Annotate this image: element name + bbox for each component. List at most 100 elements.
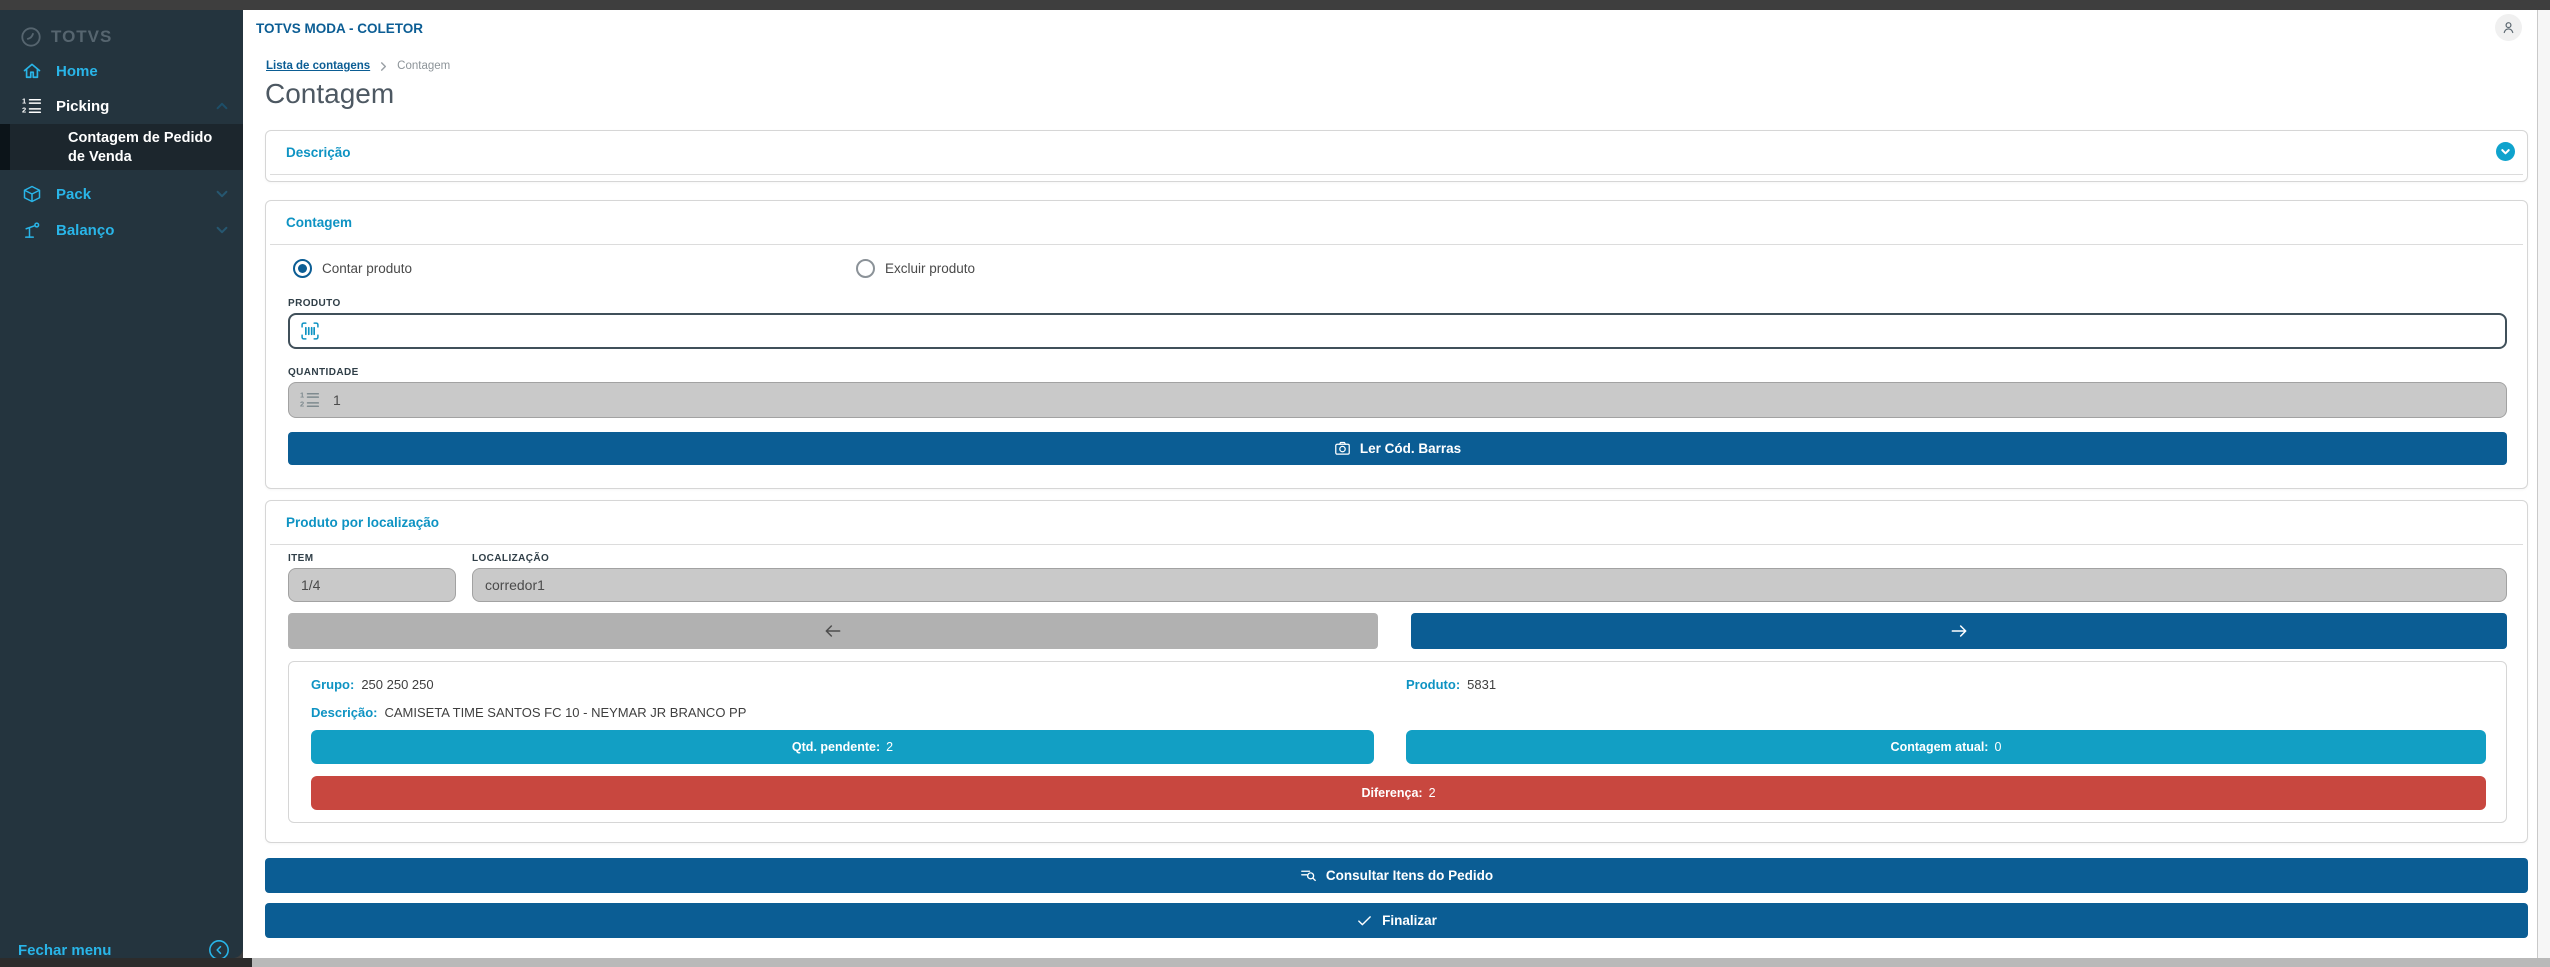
page-content: Lista de contagens Contagem Contagem Des… bbox=[265, 52, 2528, 958]
grupo-value: 250 250 250 bbox=[361, 677, 434, 692]
close-menu-button[interactable]: Fechar menu bbox=[18, 942, 112, 959]
balance-icon bbox=[22, 220, 42, 240]
arrow-left-icon bbox=[825, 625, 841, 637]
consultar-itens-pedido-button[interactable]: Consultar Itens do Pedido bbox=[265, 858, 2528, 893]
ler-cod-barras-button[interactable]: Ler Cód. Barras bbox=[288, 432, 2507, 465]
sidebar-item-label: Pack bbox=[56, 185, 92, 203]
package-icon bbox=[22, 184, 42, 204]
product-info-box: Grupo: 250 250 250 Produto: 5831 Descrição… bbox=[288, 661, 2507, 823]
card-contagem: Contagem Contar produto Excluir produto … bbox=[265, 200, 2528, 489]
svg-text:2: 2 bbox=[300, 400, 304, 409]
sidebar-item-label: Balanço bbox=[56, 221, 115, 239]
divider bbox=[270, 544, 2523, 545]
chevron-right-icon bbox=[379, 61, 388, 71]
quantidade-input bbox=[288, 382, 2507, 418]
grupo-info: Grupo: 250 250 250 bbox=[311, 677, 434, 692]
card-descricao-title: Descrição bbox=[286, 145, 351, 160]
app-title: TOTVS MODA - COLETOR bbox=[256, 21, 424, 36]
radio-label: Excluir produto bbox=[885, 261, 976, 276]
totvs-logo-text: TOTVS bbox=[51, 27, 113, 46]
contagem-atual-label: Contagem atual: bbox=[1890, 740, 1989, 754]
sidebar-item-label: Picking bbox=[56, 97, 110, 115]
sidebar-item-pack[interactable]: Pack bbox=[0, 178, 243, 210]
previous-location-button[interactable] bbox=[288, 613, 1378, 649]
expand-descricao-button[interactable] bbox=[2496, 142, 2515, 161]
divider bbox=[270, 174, 2523, 175]
bottom-frame-strip bbox=[0, 958, 2550, 967]
finalizar-label: Finalizar bbox=[1382, 913, 1437, 928]
divider bbox=[270, 244, 2523, 245]
card-localizacao-title: Produto por localização bbox=[286, 515, 440, 530]
radio-selected-icon bbox=[293, 259, 312, 278]
produto-value: 5831 bbox=[1467, 677, 1497, 692]
top-frame-strip bbox=[0, 0, 2550, 10]
radio-excluir-produto[interactable]: Excluir produto bbox=[856, 259, 975, 278]
item-input bbox=[288, 568, 456, 602]
sidebar-item-balanco[interactable]: Balanço bbox=[0, 214, 243, 246]
home-icon bbox=[22, 61, 42, 81]
sidebar-item-home[interactable]: Home bbox=[0, 55, 243, 87]
chevron-down-icon bbox=[215, 223, 229, 237]
user-icon bbox=[2503, 22, 2514, 34]
chevron-down-icon bbox=[2501, 149, 2510, 155]
sidebar-subitem-contagem-pedido-venda[interactable]: Contagem de Pedido de Venda bbox=[0, 124, 243, 170]
svg-text:2: 2 bbox=[22, 106, 26, 115]
radio-label: Contar produto bbox=[322, 261, 413, 276]
localizacao-input bbox=[472, 568, 2507, 602]
ler-cod-barras-label: Ler Cód. Barras bbox=[1359, 441, 1462, 456]
totvs-logo: TOTVS bbox=[20, 26, 112, 48]
list-search-icon bbox=[1300, 870, 1316, 882]
check-icon bbox=[1358, 916, 1371, 926]
user-menu-button[interactable] bbox=[2495, 14, 2522, 41]
grupo-label: Grupo: bbox=[311, 677, 355, 692]
bottom-frame-strip-left bbox=[0, 958, 252, 967]
diferenca-badge: Diferença: 2 bbox=[311, 776, 2486, 810]
breadcrumb-current: Contagem bbox=[397, 60, 451, 72]
radio-contar-produto[interactable]: Contar produto bbox=[293, 259, 412, 278]
consultar-label: Consultar Itens do Pedido bbox=[1325, 868, 1494, 883]
produto-info: Produto: 5831 bbox=[1406, 677, 1496, 692]
card-descricao: Descrição bbox=[265, 130, 2528, 182]
svg-text:1: 1 bbox=[300, 391, 304, 400]
main-area: TOTVS MODA - COLETOR Lista de contagens … bbox=[243, 10, 2550, 958]
finalizar-button[interactable]: Finalizar bbox=[265, 903, 2528, 938]
descricao-value: CAMISETA TIME SANTOS FC 10 - NEYMAR JR B… bbox=[384, 705, 747, 720]
camera-icon bbox=[1334, 441, 1350, 455]
breadcrumb-link-lista-de-contagens[interactable]: Lista de contagens bbox=[266, 60, 371, 72]
totvs-logo-icon bbox=[21, 27, 41, 47]
qtd-pendente-label: Qtd. pendente: bbox=[791, 740, 881, 754]
sidebar-item-label: Home bbox=[56, 62, 98, 80]
contagem-atual-value: 0 bbox=[1994, 740, 2002, 754]
card-produto-por-localizacao: Produto por localização ITEM LOCALIZAÇÃO… bbox=[265, 500, 2528, 843]
chevron-up-icon bbox=[215, 99, 229, 113]
produto-label: Produto: bbox=[1406, 677, 1461, 692]
svg-text:1: 1 bbox=[22, 97, 26, 106]
barcode-scan-icon bbox=[300, 321, 320, 341]
chevron-down-icon bbox=[215, 187, 229, 201]
produto-input[interactable] bbox=[288, 313, 2507, 349]
diferenca-value: 2 bbox=[1428, 786, 1436, 800]
arrow-right-icon bbox=[1951, 625, 1967, 637]
quantidade-field-label: QUANTIDADE bbox=[288, 367, 359, 378]
active-item-indicator bbox=[0, 124, 10, 170]
vertical-scrollbar[interactable] bbox=[2537, 10, 2550, 958]
qtd-pendente-value: 2 bbox=[886, 740, 894, 754]
radio-unselected-icon bbox=[856, 259, 875, 278]
card-contagem-title: Contagem bbox=[286, 215, 353, 230]
breadcrumb: Lista de contagens Contagem bbox=[266, 60, 450, 72]
contagem-atual-badge: Contagem atual: 0 bbox=[1406, 730, 2486, 764]
sidebar-subitem-label: Contagem de Pedido de Venda bbox=[68, 130, 213, 166]
next-location-button[interactable] bbox=[1411, 613, 2507, 649]
diferenca-label: Diferença: bbox=[1361, 786, 1423, 800]
descricao-label: Descrição: bbox=[311, 705, 378, 720]
descricao-info: Descrição: CAMISETA TIME SANTOS FC 10 - N… bbox=[311, 705, 746, 720]
page-title: Contagem bbox=[265, 78, 395, 109]
item-field-label: ITEM bbox=[288, 553, 314, 564]
produto-field-label: PRODUTO bbox=[288, 298, 341, 309]
qtd-pendente-badge: Qtd. pendente: 2 bbox=[311, 730, 1374, 764]
